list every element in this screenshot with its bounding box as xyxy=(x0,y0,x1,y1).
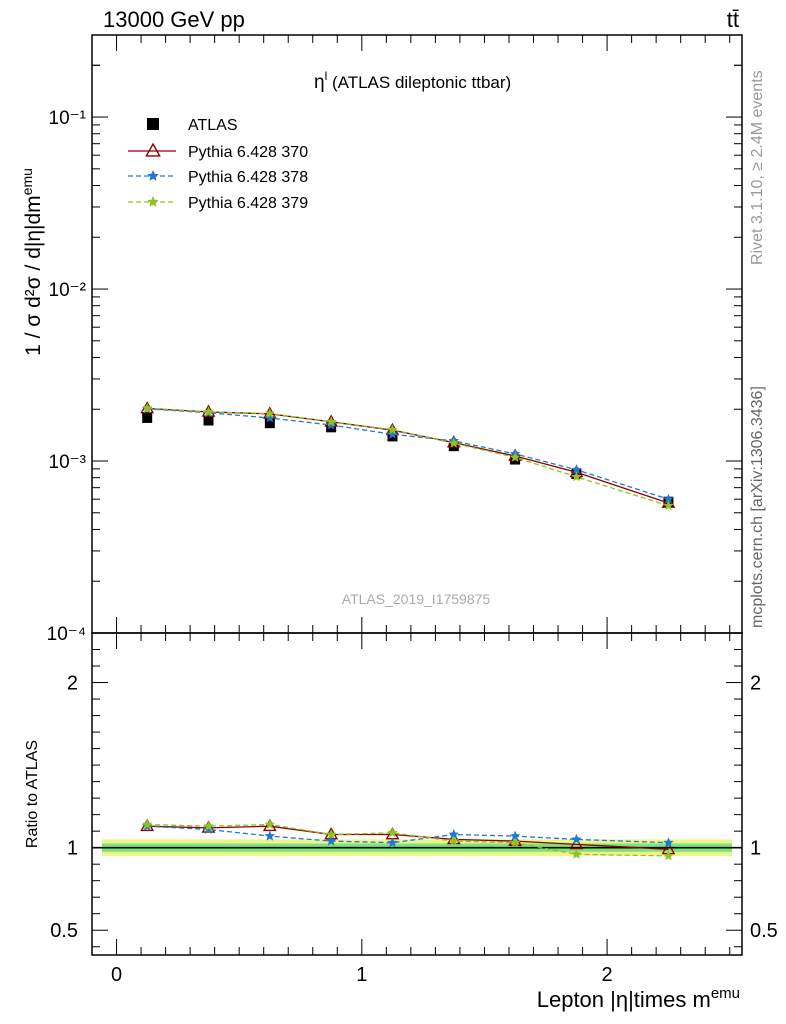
ratio-plot-frame xyxy=(91,632,743,956)
atlas-data-point xyxy=(264,418,275,429)
ratio-series-point xyxy=(262,818,277,832)
energy-label: 13000 GeV pp xyxy=(103,7,245,32)
y-tick-label: 10⁻³ xyxy=(49,452,87,473)
ratio-y-tick-label: 1 xyxy=(67,838,78,860)
series-point xyxy=(387,428,398,439)
legend-label: Pythia 6.428 378 xyxy=(188,169,308,186)
series-point xyxy=(571,464,582,475)
ratio-series-point xyxy=(387,837,398,848)
analysis-watermark: ATLAS_2019_I1759875 xyxy=(342,591,491,607)
ratio-series-point xyxy=(509,830,521,841)
ratio-y-tick-label: 0.5 xyxy=(750,920,778,942)
ratio-series-point xyxy=(448,835,459,846)
series-point xyxy=(663,493,674,504)
ratio-series-point xyxy=(509,837,521,848)
series-line xyxy=(147,407,669,507)
series-point xyxy=(142,402,153,413)
main-plot-marks xyxy=(140,401,676,511)
series-point xyxy=(264,412,276,423)
ratio-series-point xyxy=(203,824,214,834)
atlas-data-point xyxy=(203,415,214,426)
series-point xyxy=(325,419,337,430)
series-point xyxy=(571,471,582,482)
series-point xyxy=(508,448,523,461)
mcplots-label: mcplots.cern.ch [arXiv:1306.3436] xyxy=(749,386,766,628)
ratio-y-tick-label: 2 xyxy=(67,673,78,695)
series-point xyxy=(387,424,398,435)
ratio-series-point xyxy=(142,819,153,829)
plot-title: ηl (ATLAS dileptonic ttbar) xyxy=(314,69,511,93)
atlas-data-point xyxy=(142,412,153,423)
ratio-y-tick-label: 1 xyxy=(750,838,761,860)
ratio-series-point xyxy=(203,820,214,831)
ratio-series-point xyxy=(571,833,582,844)
main-y-ticks: 10⁻⁴ 10⁻³ 10⁻² 10⁻¹ xyxy=(47,34,742,645)
series-line xyxy=(147,407,669,504)
series-point xyxy=(663,500,674,511)
legend-marker xyxy=(147,170,159,181)
y-tick-label: 10⁻¹ xyxy=(49,108,87,129)
legend-marker xyxy=(147,196,159,207)
x-tick-label: 2 xyxy=(602,964,613,986)
ratio-y-tick-label: 0.5 xyxy=(50,920,78,942)
ratio-series-line xyxy=(147,825,669,844)
series-point xyxy=(203,406,214,417)
ratio-series-point xyxy=(325,829,337,839)
ratio-series-point xyxy=(264,830,276,841)
process-label: tt̄ xyxy=(727,7,739,32)
ratio-ticks: 0.5 0.5 1 1 2 2 0 1 2 xyxy=(50,633,778,986)
legend-label: Pythia 6.428 379 xyxy=(188,195,308,212)
series-point xyxy=(264,408,276,418)
y-tick-label: 10⁻² xyxy=(49,280,87,301)
ratio-series-point xyxy=(663,837,674,848)
ratio-series-line xyxy=(147,823,669,857)
legend-label: ATLAS xyxy=(188,117,238,134)
y-tick-label: 10⁻⁴ xyxy=(47,624,86,645)
ratio-plot-marks xyxy=(140,818,676,861)
series-point xyxy=(509,451,521,462)
ratio-y-tick-label: 2 xyxy=(750,673,761,695)
series-line xyxy=(147,408,669,500)
legend-marker xyxy=(147,118,159,130)
series-point xyxy=(325,416,337,427)
x-axis-label: Lepton |η|times memu xyxy=(537,985,740,1012)
main-y-axis-label: 1 / σ d²σ / d|η|dmemu xyxy=(19,168,45,356)
x-tick-label: 1 xyxy=(356,964,367,986)
legend: ATLAS Pythia 6.428 370 Pythia 6.428 378 Pyt… xyxy=(128,117,308,212)
x-tick-label: 0 xyxy=(111,964,122,986)
series-point xyxy=(448,437,459,448)
legend-label: Pythia 6.428 370 xyxy=(188,144,308,161)
ratio-series-point xyxy=(264,819,276,829)
ratio-series-point xyxy=(387,827,398,838)
ratio-y-axis-label: Ratio to ATLAS xyxy=(24,740,41,848)
ratio-series-point xyxy=(201,820,216,833)
main-plot-panel: 10⁻⁴ 10⁻³ 10⁻² 10⁻¹ ηl (ATLAS dileptonic tt… xyxy=(19,34,743,645)
legend-marker xyxy=(145,142,161,157)
ratio-series-point xyxy=(663,850,674,861)
ratio-plot-panel: 0.5 0.5 1 1 2 2 0 1 2 Ratio to ATLAS Lepton |η|t… xyxy=(24,632,778,1012)
rivet-version-label: Rivet 3.1.10, ≥ 2.4M events xyxy=(749,70,766,265)
ratio-series-point xyxy=(325,835,337,846)
ratio-series-point xyxy=(448,829,459,839)
ratio-series-point xyxy=(571,848,582,859)
